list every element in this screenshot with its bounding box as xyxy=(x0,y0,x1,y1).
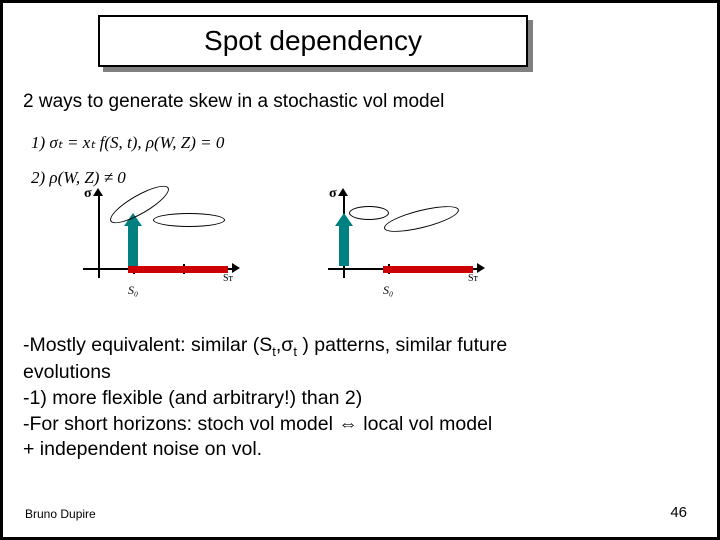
s0-label: S₀ xyxy=(128,283,138,298)
st-label: Sᴛ xyxy=(223,273,233,284)
formula-block: 1) σₜ = xₜ f(S, t), ρ(W, Z) = 0 2) ρ(W, … xyxy=(31,128,224,197)
body-line-3: -1) more flexible (and arbitrary!) than … xyxy=(23,387,362,409)
body-line-5: + independent noise on vol. xyxy=(23,438,262,460)
body-line-1a: -Mostly equivalent: similar (S xyxy=(23,334,272,356)
body-line-2: evolutions xyxy=(23,361,111,383)
st-label: Sᴛ xyxy=(468,273,478,284)
scatter-ellipse xyxy=(153,213,225,227)
footer-page-number: 46 xyxy=(670,504,687,521)
body-text: -Mostly equivalent: similar (St,σt ) pat… xyxy=(23,333,697,463)
diagram-row: σ S₀ Sᴛ σ S₀ Sᴛ xyxy=(58,188,618,298)
sigma-label: σ xyxy=(84,186,92,202)
red-segment xyxy=(128,266,228,273)
slide: Spot dependency 2 ways to generate skew … xyxy=(0,0,720,540)
sigma-label: σ xyxy=(329,186,337,202)
spot-arrow-icon xyxy=(128,214,138,267)
y-axis-arrow-icon xyxy=(338,188,348,196)
subtitle: 2 ways to generate skew in a stochastic … xyxy=(23,91,444,113)
x-axis-arrow-icon xyxy=(232,263,240,273)
body-line-4: -For short horizons: stoch vol model ⇔ l… xyxy=(23,413,492,435)
spot-arrow-icon xyxy=(339,214,349,267)
red-segment xyxy=(383,266,473,273)
scatter-ellipse xyxy=(382,201,461,237)
body-line-1e: ) patterns, similar future xyxy=(297,334,507,356)
diagram-left: σ S₀ Sᴛ xyxy=(58,188,238,293)
scatter-ellipse xyxy=(349,206,389,220)
slide-title: Spot dependency xyxy=(204,25,422,57)
y-axis xyxy=(98,193,100,278)
y-axis-arrow-icon xyxy=(93,188,103,196)
formula-1: 1) σₜ = xₜ f(S, t), ρ(W, Z) = 0 xyxy=(31,128,224,159)
footer-author: Bruno Dupire xyxy=(25,507,96,521)
title-box: Spot dependency xyxy=(98,15,528,67)
body-line-1c: ,σ xyxy=(276,334,293,356)
diagram-right: σ S₀ Sᴛ xyxy=(303,188,483,293)
s0-label: S₀ xyxy=(383,283,393,298)
x-axis-arrow-icon xyxy=(477,263,485,273)
